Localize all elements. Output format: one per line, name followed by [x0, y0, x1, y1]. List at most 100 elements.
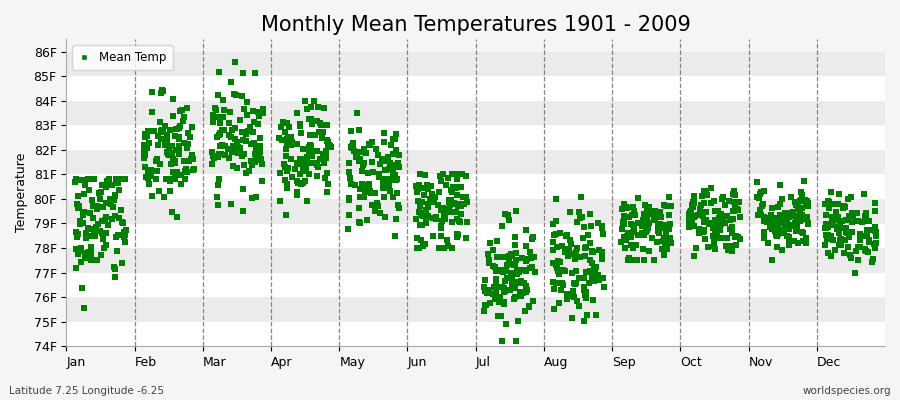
Point: [507, 262, 521, 268]
Point: [708, 208, 723, 214]
Point: [280, 181, 294, 188]
Point: [686, 213, 700, 219]
Point: [711, 208, 725, 214]
Point: [418, 214, 433, 220]
Point: [594, 254, 608, 260]
Point: [556, 282, 571, 288]
Point: [838, 204, 852, 210]
Point: [628, 212, 643, 218]
Point: [454, 171, 469, 178]
Point: [432, 245, 446, 251]
Point: [119, 227, 133, 233]
Point: [373, 160, 387, 167]
Point: [302, 144, 316, 150]
Point: [487, 284, 501, 290]
Point: [410, 245, 425, 251]
Point: [76, 220, 91, 226]
Point: [279, 212, 293, 218]
Point: [228, 136, 242, 142]
Point: [434, 233, 448, 239]
Point: [144, 89, 158, 95]
Point: [411, 209, 426, 216]
Bar: [67, 248, 885, 273]
Point: [434, 206, 448, 213]
Point: [341, 169, 356, 175]
Point: [352, 204, 366, 211]
Point: [752, 206, 767, 213]
Point: [356, 194, 371, 200]
Point: [696, 210, 710, 217]
Point: [477, 308, 491, 314]
Point: [445, 189, 459, 196]
Point: [490, 238, 504, 244]
Point: [834, 225, 849, 232]
Point: [477, 284, 491, 290]
Point: [166, 113, 180, 120]
Point: [440, 175, 454, 181]
Point: [788, 228, 803, 234]
Point: [376, 130, 391, 136]
Point: [663, 240, 678, 246]
Point: [413, 200, 428, 206]
Point: [688, 200, 702, 206]
Point: [545, 260, 560, 266]
Point: [230, 141, 244, 148]
Point: [319, 150, 333, 156]
Point: [290, 188, 304, 195]
Point: [377, 194, 392, 200]
Point: [296, 164, 310, 170]
Point: [83, 226, 97, 232]
Point: [770, 224, 785, 230]
Point: [140, 174, 154, 180]
Point: [849, 248, 863, 254]
Point: [366, 169, 381, 176]
Point: [626, 257, 641, 264]
Point: [308, 132, 322, 138]
Point: [589, 264, 603, 270]
Point: [819, 212, 833, 218]
Point: [365, 168, 380, 175]
Point: [170, 126, 184, 133]
Point: [459, 172, 473, 179]
Point: [796, 238, 810, 245]
Point: [784, 194, 798, 200]
Point: [282, 134, 296, 141]
Point: [764, 211, 778, 218]
Point: [76, 212, 90, 218]
Point: [769, 232, 783, 238]
Point: [706, 237, 721, 243]
Point: [558, 233, 572, 239]
Point: [300, 106, 314, 112]
Point: [98, 183, 112, 190]
Point: [867, 241, 881, 247]
Point: [435, 218, 449, 224]
Point: [868, 233, 883, 239]
Point: [292, 161, 306, 167]
Point: [494, 223, 508, 229]
Point: [302, 142, 317, 148]
Point: [137, 144, 151, 151]
Point: [707, 217, 722, 224]
Point: [509, 338, 524, 344]
Point: [237, 151, 251, 157]
Point: [274, 124, 288, 130]
Point: [385, 170, 400, 177]
Point: [321, 181, 336, 188]
Point: [368, 146, 382, 152]
Point: [583, 257, 598, 263]
Point: [158, 123, 173, 130]
Point: [442, 199, 456, 206]
Point: [282, 124, 296, 130]
Point: [107, 266, 122, 273]
Point: [724, 248, 739, 254]
Point: [85, 197, 99, 203]
Point: [376, 176, 391, 182]
Point: [705, 220, 719, 226]
Point: [757, 218, 771, 224]
Point: [789, 199, 804, 205]
Point: [791, 240, 806, 246]
Point: [727, 199, 742, 205]
Point: [212, 143, 227, 149]
Point: [640, 210, 654, 216]
Point: [358, 182, 373, 188]
